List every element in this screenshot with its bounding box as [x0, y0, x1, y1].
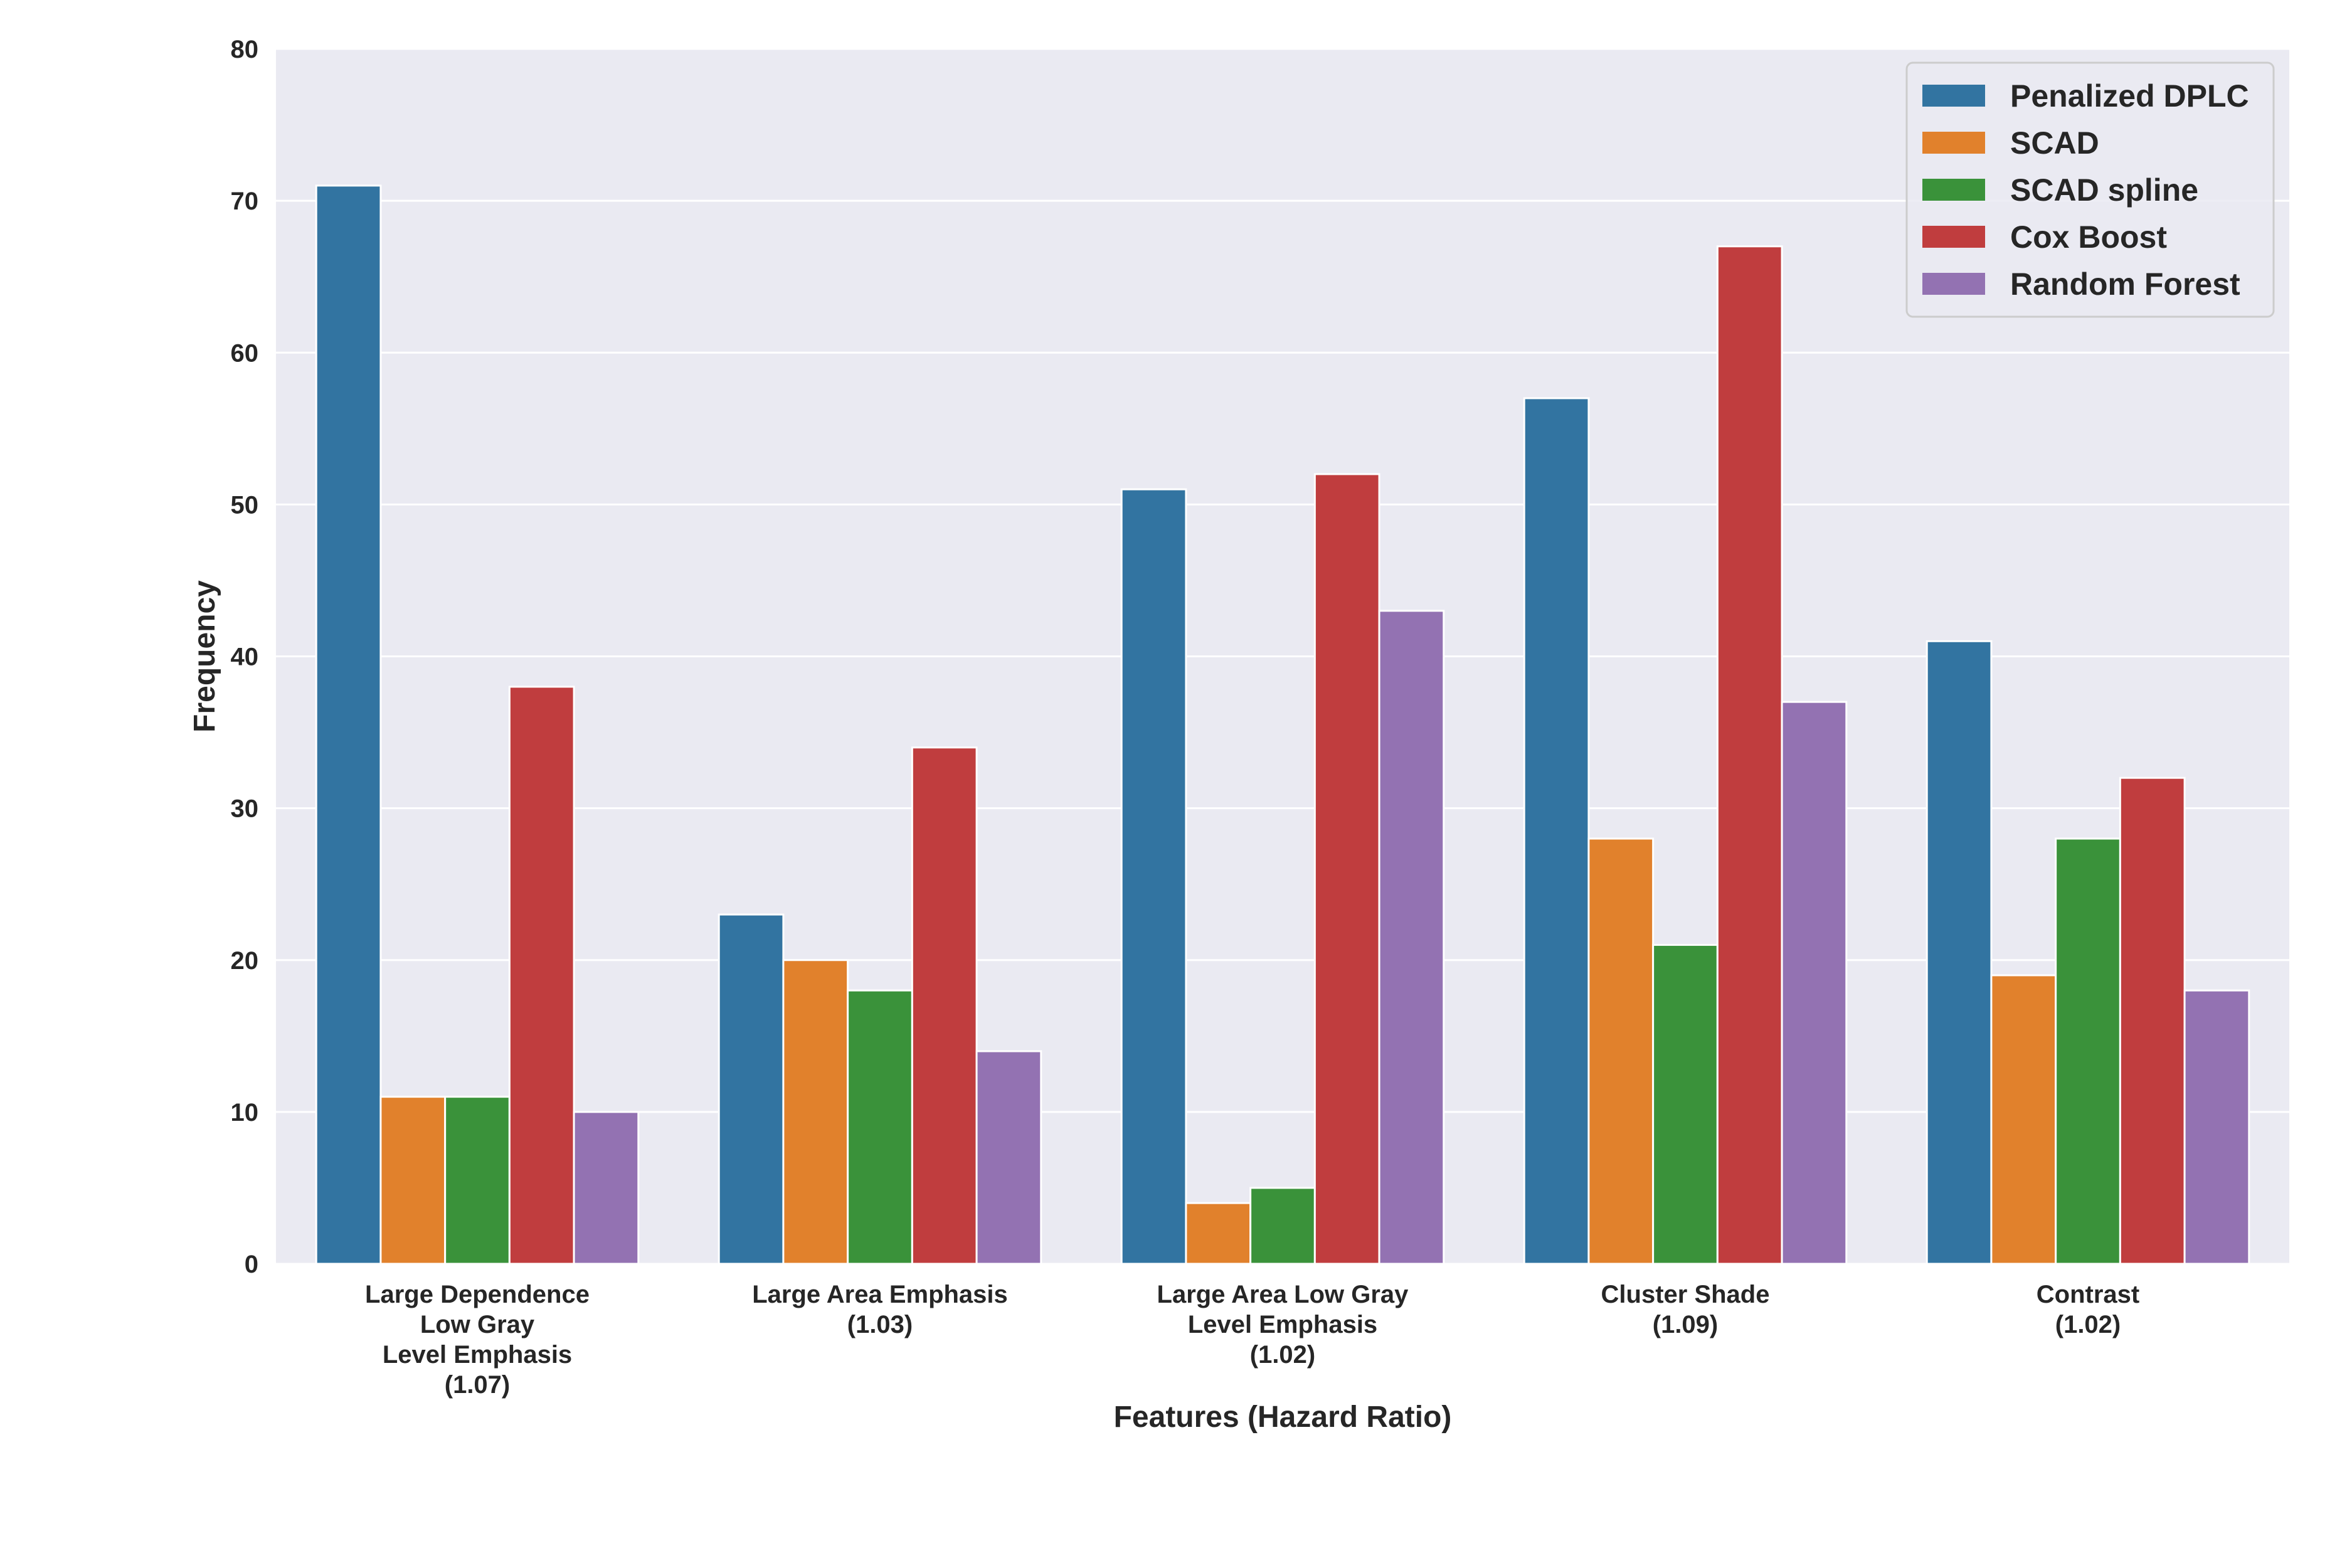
- legend-label: SCAD spline: [2010, 172, 2198, 208]
- legend-label: SCAD: [2010, 125, 2099, 161]
- legend-swatch: [1922, 226, 1985, 248]
- y-tick-label: 20: [231, 947, 259, 975]
- bar-scad-spline-4: [2055, 837, 2121, 1265]
- bar-penalized-dplc-1: [718, 913, 785, 1265]
- bar-scad-1: [782, 959, 849, 1265]
- x-axis-title: Features (Hazard Ratio): [1114, 1401, 1452, 1434]
- bar-cox-boost-0: [508, 686, 575, 1265]
- bar-penalized-dplc-3: [1523, 397, 1590, 1265]
- legend-label: Random Forest: [2010, 267, 2240, 302]
- legend-swatch: [1922, 273, 1985, 295]
- y-tick-labels: 0 10 20 30 40 50 60 70 80: [231, 36, 259, 1278]
- legend: Penalized DPLC SCAD SCAD spline Cox Boost Ra…: [1905, 61, 2275, 318]
- x-tick-label: Contrast (1.02): [2037, 1281, 2139, 1338]
- y-tick-label: 30: [231, 795, 259, 823]
- x-tick-label: Cluster Shade (1.09): [1601, 1281, 1770, 1338]
- bar-cox-boost-3: [1716, 245, 1783, 1265]
- bar-scad-spline-1: [847, 989, 913, 1265]
- legend-swatch: [1922, 132, 1985, 154]
- legend-swatch: [1922, 85, 1985, 107]
- y-tick-label: 50: [231, 491, 259, 519]
- bar-random-forest-2: [1378, 610, 1445, 1265]
- bar-scad-spline-3: [1652, 944, 1719, 1265]
- bar-scad-2: [1185, 1202, 1252, 1265]
- bar-random-forest-1: [975, 1050, 1042, 1265]
- x-tick-labels: Large Dependence Low Gray Level Emphasis (1…: [365, 1281, 2139, 1399]
- bar-scad-spline-0: [444, 1096, 511, 1265]
- bars: [315, 184, 2250, 1265]
- bar-random-forest-3: [1781, 701, 1848, 1265]
- y-tick-label: 80: [231, 36, 259, 63]
- y-tick-label: 0: [245, 1251, 258, 1278]
- y-tick-label: 10: [231, 1099, 259, 1126]
- y-tick-label: 70: [231, 188, 259, 215]
- bar-penalized-dplc-4: [1926, 640, 1993, 1265]
- legend-label: Cox Boost: [2010, 220, 2167, 255]
- bar-cox-boost-4: [2119, 776, 2186, 1265]
- bar-scad-spline-2: [1249, 1187, 1316, 1265]
- bar-scad-3: [1587, 837, 1655, 1265]
- bar-cox-boost-2: [1313, 473, 1380, 1265]
- bar-scad-4: [1990, 974, 2057, 1265]
- bar-random-forest-0: [573, 1111, 640, 1265]
- legend-box: [1905, 61, 2275, 318]
- bar-penalized-dplc-2: [1120, 488, 1187, 1265]
- bar-scad-0: [379, 1096, 447, 1265]
- y-axis-title: Frequency: [188, 580, 221, 733]
- legend-label: Penalized DPLC: [2010, 78, 2249, 114]
- y-tick-label: 60: [231, 339, 259, 367]
- x-tick-label: Large Area Low Gray Level Emphasis (1.02): [1157, 1281, 1409, 1369]
- x-tick-label: Large Dependence Low Gray Level Emphasis (1…: [365, 1281, 590, 1399]
- bar-cox-boost-1: [911, 746, 978, 1265]
- y-tick-label: 40: [231, 644, 259, 671]
- legend-swatch: [1922, 179, 1985, 201]
- bar-random-forest-4: [2183, 989, 2250, 1265]
- x-tick-label: Large Area Emphasis (1.03): [752, 1281, 1008, 1338]
- bar-penalized-dplc-0: [315, 184, 382, 1265]
